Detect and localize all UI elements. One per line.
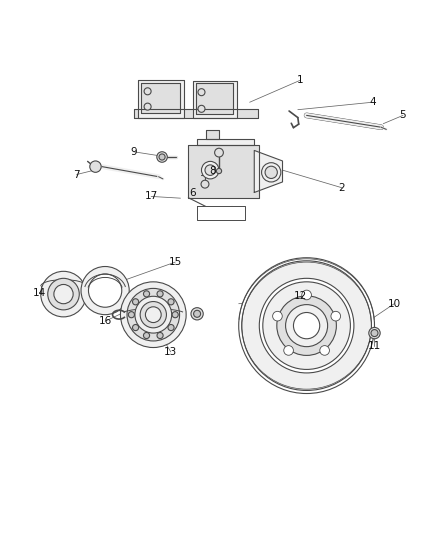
Text: 14: 14: [33, 288, 46, 298]
Circle shape: [133, 325, 139, 330]
Circle shape: [144, 291, 150, 297]
Circle shape: [128, 312, 134, 318]
Circle shape: [198, 88, 205, 96]
Circle shape: [88, 274, 122, 307]
Circle shape: [320, 345, 329, 356]
Circle shape: [54, 285, 73, 304]
Circle shape: [201, 180, 209, 188]
Circle shape: [191, 308, 203, 320]
Circle shape: [145, 307, 161, 322]
Circle shape: [81, 266, 129, 314]
Text: 1: 1: [297, 75, 304, 85]
Circle shape: [201, 161, 219, 179]
Circle shape: [120, 282, 186, 348]
Circle shape: [302, 290, 311, 300]
Circle shape: [140, 302, 166, 328]
Text: 16: 16: [99, 316, 112, 326]
Circle shape: [48, 278, 79, 310]
Circle shape: [331, 311, 341, 321]
Text: 17: 17: [145, 191, 158, 201]
Circle shape: [215, 148, 223, 157]
Circle shape: [259, 278, 354, 373]
Circle shape: [157, 291, 163, 297]
Text: 15: 15: [169, 257, 182, 267]
Polygon shape: [197, 139, 254, 145]
Polygon shape: [138, 80, 184, 118]
Circle shape: [369, 327, 380, 339]
Circle shape: [284, 345, 293, 356]
Circle shape: [157, 333, 163, 338]
Circle shape: [286, 304, 328, 346]
Circle shape: [133, 298, 139, 305]
Circle shape: [265, 166, 277, 179]
Circle shape: [144, 88, 151, 95]
Circle shape: [198, 106, 205, 112]
Circle shape: [242, 261, 371, 391]
Circle shape: [216, 168, 222, 174]
Circle shape: [205, 165, 215, 175]
Circle shape: [194, 310, 201, 317]
Text: 11: 11: [368, 341, 381, 351]
Circle shape: [127, 288, 180, 341]
Circle shape: [90, 161, 101, 172]
Circle shape: [41, 271, 86, 317]
Circle shape: [272, 311, 282, 321]
Text: 10: 10: [388, 298, 401, 309]
Text: 12: 12: [293, 291, 307, 301]
Circle shape: [159, 154, 165, 160]
Text: 6: 6: [189, 188, 196, 198]
Circle shape: [371, 329, 378, 336]
Circle shape: [261, 163, 281, 182]
Text: 2: 2: [338, 183, 345, 192]
Text: 13: 13: [164, 347, 177, 357]
Text: 7: 7: [73, 169, 80, 180]
Circle shape: [157, 152, 167, 162]
Polygon shape: [141, 83, 180, 113]
Polygon shape: [196, 84, 233, 114]
Circle shape: [135, 296, 172, 333]
Polygon shape: [197, 206, 245, 220]
Polygon shape: [188, 145, 259, 198]
Polygon shape: [134, 109, 258, 118]
Circle shape: [277, 296, 336, 356]
Circle shape: [168, 325, 174, 330]
Text: 4: 4: [369, 97, 376, 107]
Circle shape: [293, 312, 320, 339]
Circle shape: [168, 298, 174, 305]
Polygon shape: [193, 81, 237, 118]
Circle shape: [144, 103, 151, 110]
Text: 5: 5: [399, 110, 406, 120]
Circle shape: [239, 258, 374, 393]
Polygon shape: [206, 130, 219, 139]
Circle shape: [263, 282, 350, 369]
Text: 8: 8: [209, 166, 216, 176]
Circle shape: [144, 333, 150, 338]
Text: 9: 9: [130, 147, 137, 157]
Circle shape: [172, 312, 178, 318]
Polygon shape: [254, 150, 283, 192]
